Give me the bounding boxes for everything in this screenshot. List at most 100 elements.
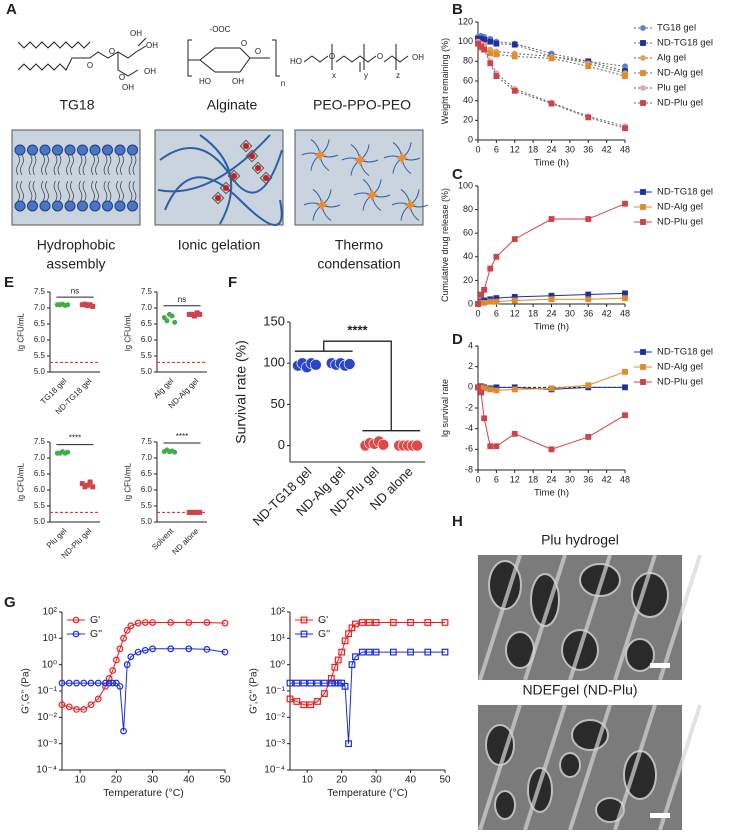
data-point	[286, 679, 294, 687]
data-point	[424, 648, 432, 656]
data-point	[548, 55, 555, 62]
data-point	[365, 619, 373, 626]
data-point	[487, 38, 494, 45]
data-point	[348, 661, 356, 669]
legend-label: ND-Plu gel	[657, 98, 703, 109]
y-tick-label: 120	[458, 16, 473, 26]
y-tick-label: 7.5	[34, 287, 46, 296]
y-axis-label: Weight remaining (%)	[440, 38, 450, 124]
data-point	[338, 648, 346, 656]
y-tick-label: 10²	[43, 607, 58, 618]
mechanism-caption: Thermo	[335, 237, 383, 253]
data-point	[478, 43, 484, 50]
significance-label: ****	[176, 432, 188, 441]
x-tick-label: 30	[371, 775, 383, 786]
ion	[211, 191, 225, 205]
data-point	[487, 386, 494, 393]
y-tick-label: 10²	[271, 607, 286, 618]
x-tick-label: 24	[546, 308, 556, 318]
atom-label: -OOC	[210, 25, 231, 34]
atom-label: y	[364, 71, 368, 80]
data-point	[120, 634, 127, 642]
legend-marker	[640, 85, 646, 91]
fiber	[568, 704, 612, 831]
data-point	[331, 663, 339, 671]
legend-marker	[72, 630, 80, 638]
x-tick-label: Alg gel	[152, 376, 176, 400]
x-tick-label: 42	[602, 474, 612, 484]
y-tick-label: 60	[463, 75, 473, 85]
data-point	[112, 656, 120, 664]
panel-letter: B	[452, 1, 463, 18]
y-tick-label: 10⁻⁴	[36, 765, 57, 776]
data-point	[192, 313, 198, 319]
lipid-head	[114, 200, 126, 212]
data-point	[481, 46, 488, 53]
y-tick-label: 10⁻⁴	[264, 765, 285, 776]
lipid-head	[77, 144, 88, 156]
y-tick-label: 10¹	[271, 633, 286, 644]
structure-bond	[187, 39, 280, 77]
data-point	[481, 286, 488, 293]
data-point	[478, 389, 484, 396]
data-point	[58, 701, 66, 709]
atom-label: OH	[232, 77, 244, 86]
mechanism-caption: Ionic gelation	[178, 237, 261, 253]
data-point	[585, 63, 592, 70]
legend-label: G''	[318, 628, 330, 640]
data-point	[58, 679, 66, 687]
lipid-head	[14, 200, 26, 212]
x-tick-label: 0	[475, 308, 480, 318]
y-tick-label: 40	[463, 95, 473, 105]
micelle-core	[354, 154, 366, 166]
x-tick-label: ND alone	[170, 526, 200, 556]
data-point	[321, 690, 328, 697]
x-tick-label: 18	[528, 308, 538, 318]
data-point	[87, 701, 95, 709]
data-point	[203, 619, 211, 626]
legend-label: ND-TG18 gel	[657, 38, 713, 49]
data-point	[493, 253, 500, 260]
data-point	[307, 701, 315, 709]
pore	[559, 752, 581, 778]
atom-label: O	[329, 52, 335, 61]
data-point	[331, 679, 339, 687]
ion	[215, 195, 221, 201]
data-point	[511, 386, 518, 393]
panel-letter: H	[452, 513, 463, 530]
lipid-tail	[91, 154, 99, 202]
y-tick-label: 10⁻²	[37, 712, 57, 723]
data-point	[622, 368, 628, 375]
significance-label: ****	[347, 323, 368, 338]
y-tick-label: 100	[458, 180, 473, 190]
data-point	[622, 125, 628, 132]
data-point	[585, 434, 592, 440]
lipid-head	[39, 200, 51, 212]
legend-label: ND-Alg gel	[657, 362, 703, 373]
x-tick-label: 40	[405, 775, 417, 786]
lipid-head	[127, 200, 138, 212]
micelle-core	[404, 199, 416, 211]
data-point	[358, 619, 366, 626]
lipid-head	[52, 200, 63, 212]
data-point	[293, 679, 301, 687]
scale-bar	[650, 663, 670, 668]
y-tick-label: 10⁻²	[265, 712, 285, 723]
data-point	[127, 653, 135, 661]
lipid-head	[39, 144, 51, 156]
lipid-tail	[41, 154, 49, 202]
y-tick-label: -4	[465, 423, 473, 433]
data-point	[424, 619, 432, 626]
y-axis-label: G',G'' (Pa)	[21, 668, 32, 714]
y-tick-label: 5.0	[34, 517, 46, 526]
lipid-head	[127, 144, 138, 156]
data-point	[622, 200, 628, 207]
data-point	[90, 484, 96, 490]
legend-label: Plu gel	[657, 83, 686, 94]
data-point	[90, 303, 96, 309]
y-tick-label: 20	[463, 275, 473, 285]
data-point	[185, 645, 193, 653]
data-point	[94, 695, 102, 703]
y-tick-label: 6.5	[34, 469, 46, 478]
x-tick-label: 18	[528, 144, 538, 154]
